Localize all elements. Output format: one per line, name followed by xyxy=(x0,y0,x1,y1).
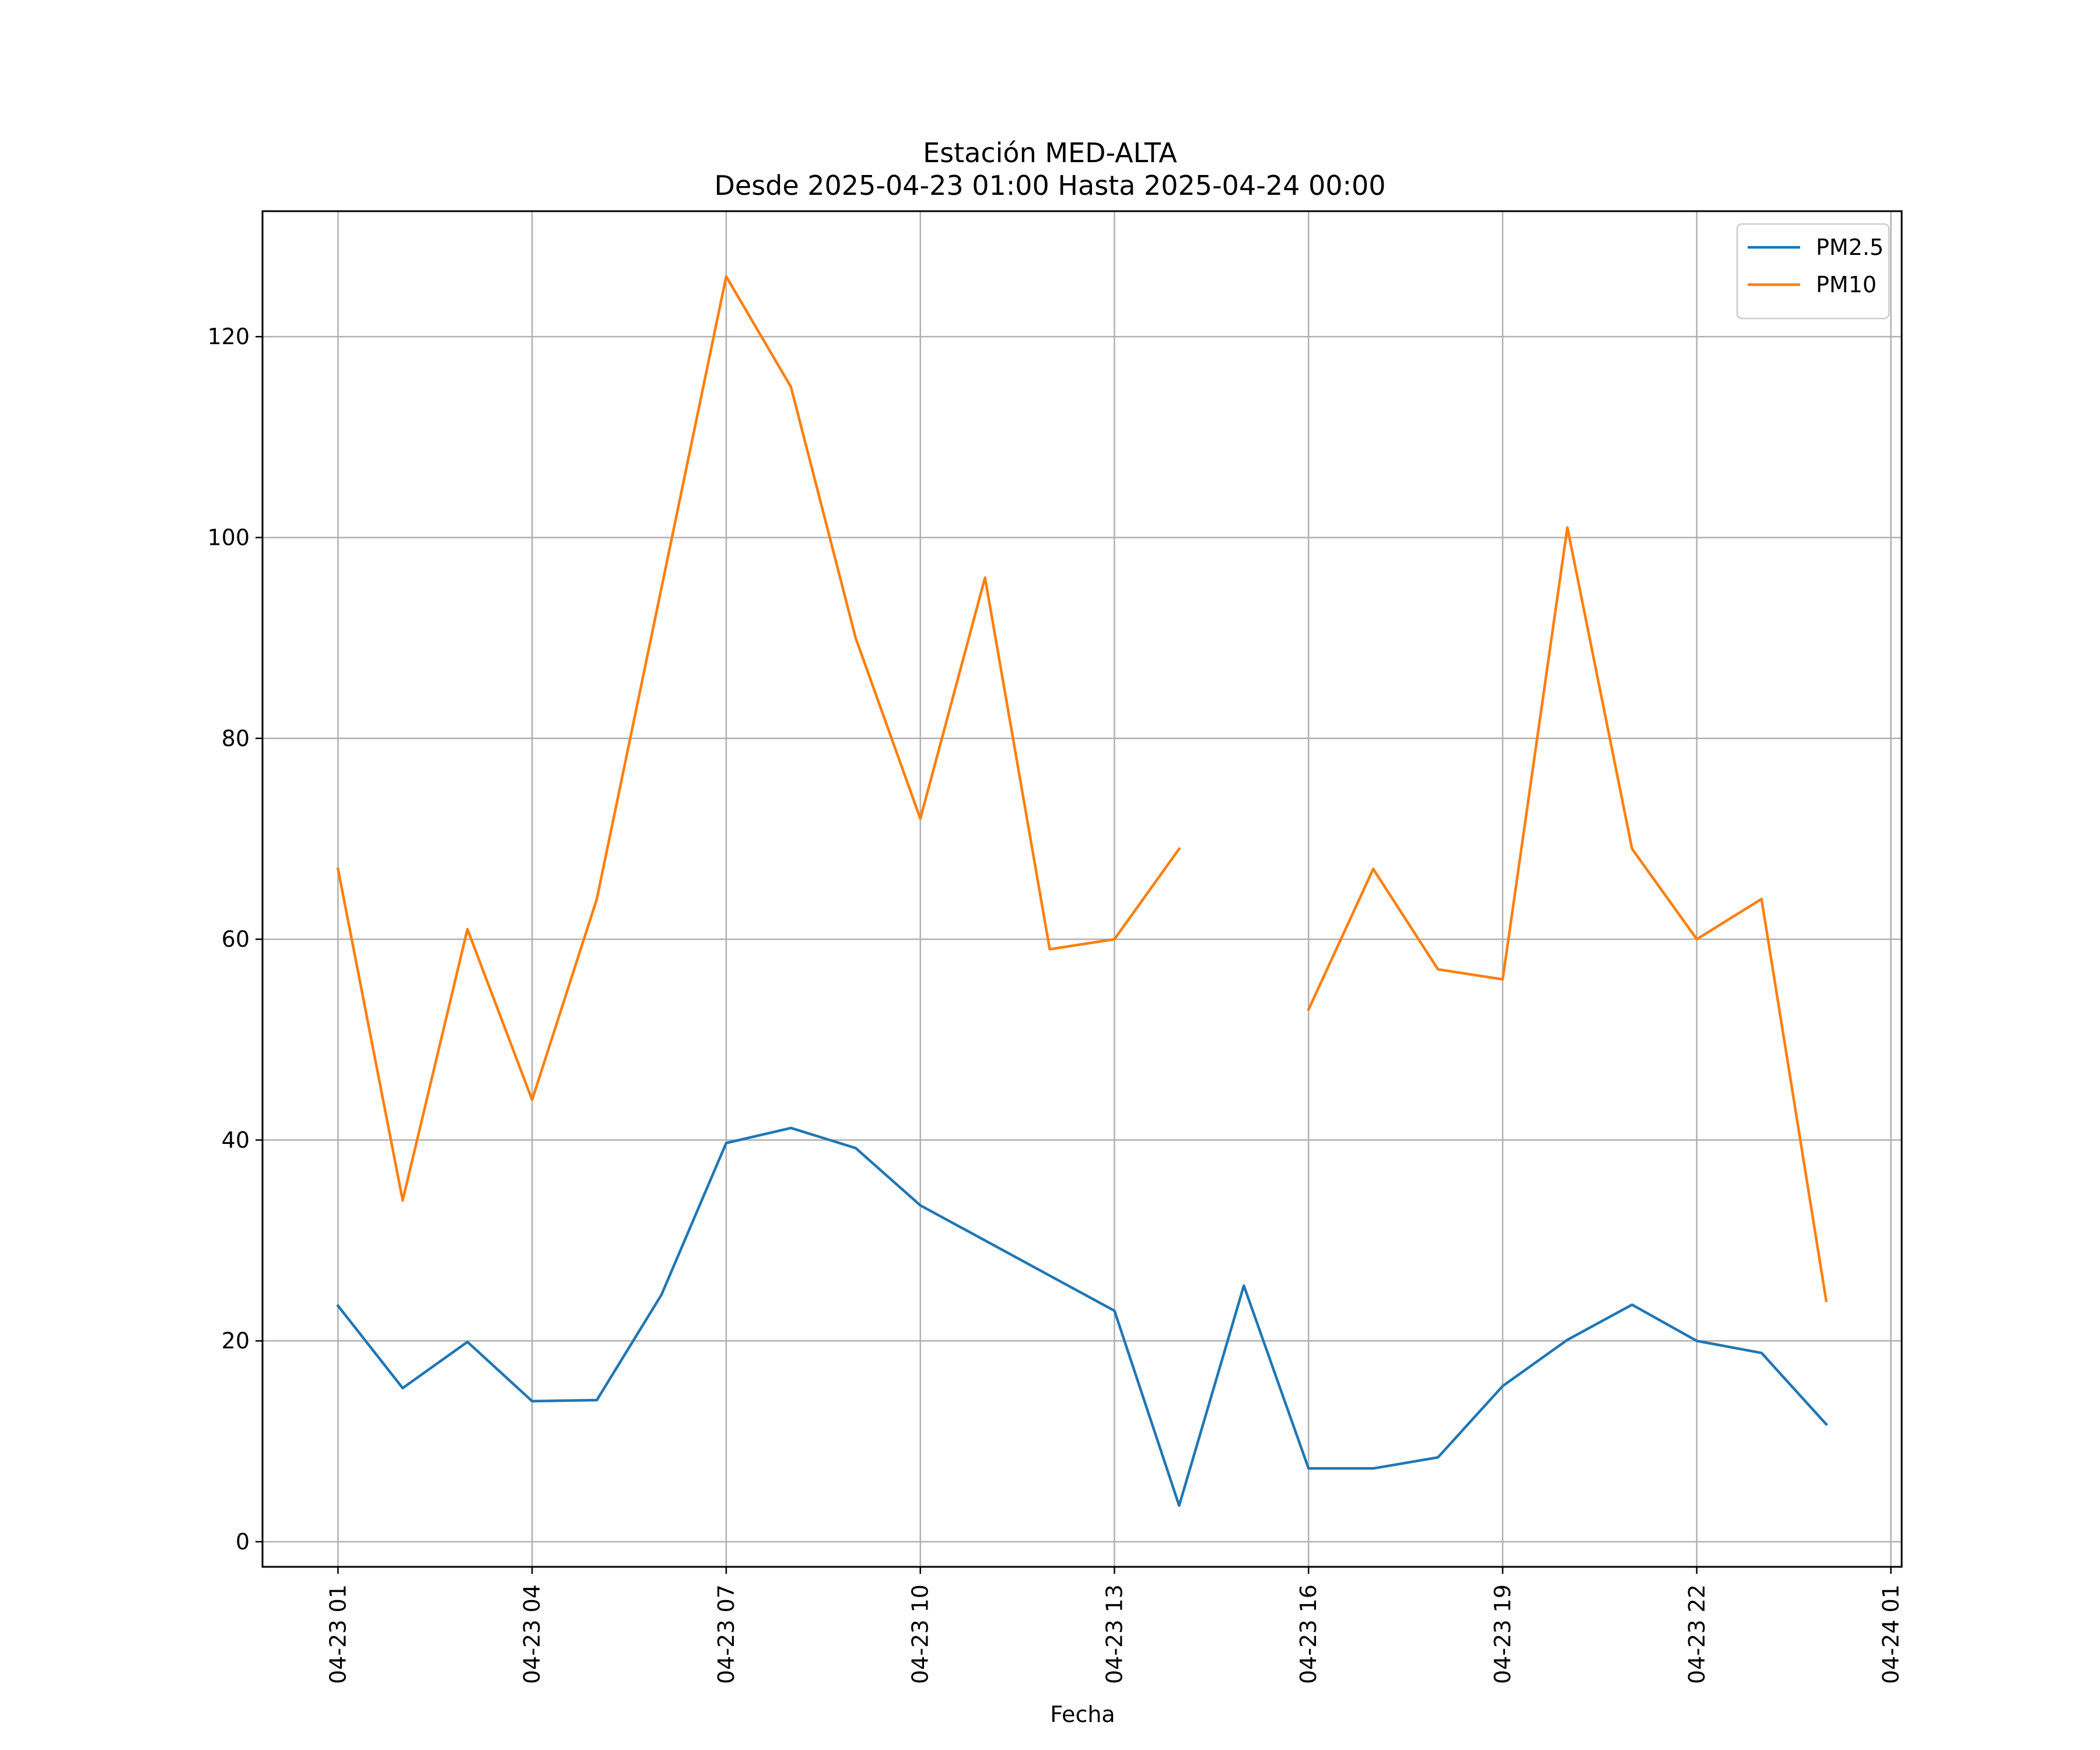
x-tick-label: 04-23 19 xyxy=(1490,1584,1516,1684)
series-line-pm2-5 xyxy=(336,1126,1828,1507)
x-tick-label: 04-23 22 xyxy=(1684,1584,1710,1684)
series-line-pm10 xyxy=(1307,526,1828,1303)
y-tick-label: 40 xyxy=(222,1127,250,1153)
legend-label: PM2.5 xyxy=(1816,235,1884,260)
x-tick-label: 04-23 01 xyxy=(325,1584,351,1684)
x-tick-label: 04-23 07 xyxy=(713,1584,739,1684)
y-tick-label: 60 xyxy=(222,926,250,952)
x-tick-label: 04-23 10 xyxy=(908,1584,933,1684)
x-tick-label: 04-23 04 xyxy=(519,1584,545,1684)
x-axis-label: Fecha xyxy=(1050,1702,1115,1727)
y-tick-label: 0 xyxy=(236,1529,250,1555)
chart-title-line-2: Desde 2025-04-23 01:00 Hasta 2025-04-24 … xyxy=(714,170,1385,201)
x-tick-label: 04-23 13 xyxy=(1101,1584,1127,1684)
plot-frame xyxy=(261,210,1903,1568)
grid xyxy=(262,211,1902,1567)
legend: PM2.5 PM10 xyxy=(1736,223,1890,320)
series-line-pm10 xyxy=(336,275,1181,1202)
y-tick-label: 120 xyxy=(207,324,250,349)
chart-title: Estación MED-ALTA Desde 2025-04-23 01:00… xyxy=(714,137,1385,201)
y-tick-label: 20 xyxy=(222,1328,250,1354)
ticks: 04-23 01 04-23 04 04-23 07 04-23 10 04-23 13… xyxy=(207,324,1903,1684)
legend-label: PM10 xyxy=(1816,272,1877,298)
y-tick-label: 80 xyxy=(222,726,250,751)
x-tick-label: 04-24 01 xyxy=(1878,1584,1904,1684)
chart-title-line-1: Estación MED-ALTA xyxy=(923,137,1177,169)
x-tick-label: 04-23 16 xyxy=(1296,1584,1321,1684)
y-tick-label: 100 xyxy=(207,524,250,550)
series-group xyxy=(336,275,1828,1507)
